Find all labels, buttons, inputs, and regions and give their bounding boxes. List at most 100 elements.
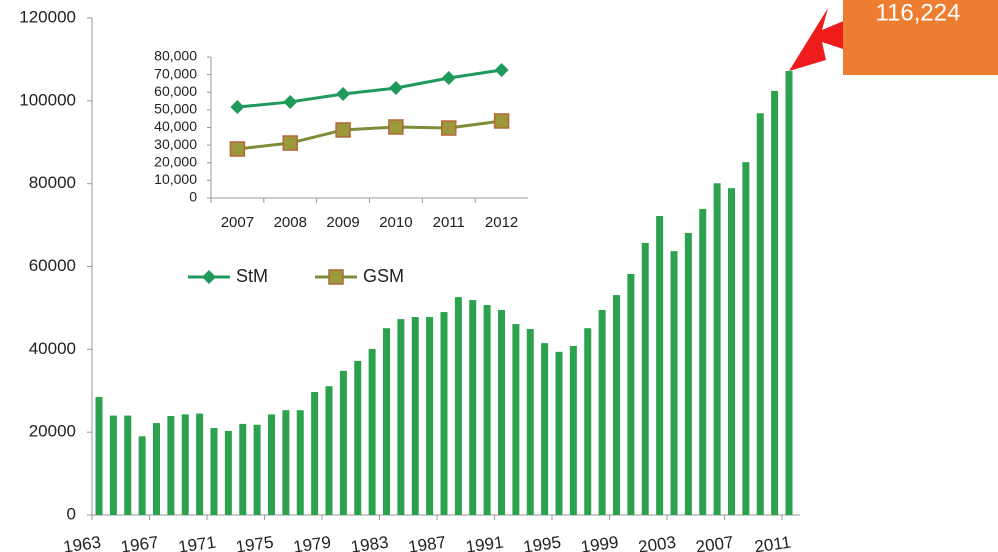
marker xyxy=(493,113,510,129)
bar xyxy=(713,183,721,515)
bar xyxy=(354,360,362,515)
bar xyxy=(339,370,347,515)
marker xyxy=(336,87,351,102)
x-tick-label: 2011 xyxy=(433,214,465,231)
x-tick-label: 2008 xyxy=(274,214,307,231)
bar xyxy=(656,215,664,515)
bar xyxy=(311,391,319,515)
bar xyxy=(469,300,477,515)
bar xyxy=(268,414,275,515)
x-tick-label: 1971 xyxy=(177,533,217,552)
y-tick-label: 100000 xyxy=(19,90,76,109)
x-tick-label: 2010 xyxy=(379,214,412,231)
bar xyxy=(728,188,735,515)
bar xyxy=(282,410,290,515)
x-tick-label: 1991 xyxy=(465,533,505,552)
series-line xyxy=(237,68,502,109)
bar xyxy=(483,305,491,515)
bar xyxy=(440,312,448,515)
y-tick-label: 20,000 xyxy=(154,153,197,169)
bar xyxy=(124,415,132,515)
x-tick-label: 1975 xyxy=(235,533,275,552)
bar xyxy=(541,343,549,515)
marker xyxy=(441,70,456,85)
y-tick-label: 80000 xyxy=(29,173,76,192)
legend-marker xyxy=(328,269,344,285)
bar xyxy=(109,415,117,515)
marker xyxy=(494,63,509,78)
bar xyxy=(426,317,434,515)
marker xyxy=(229,141,246,157)
bar xyxy=(383,328,390,515)
bar xyxy=(613,295,620,515)
bar xyxy=(296,410,304,515)
bar xyxy=(627,273,635,515)
series-line xyxy=(237,119,502,151)
x-tick-label: 2009 xyxy=(326,214,359,231)
bar xyxy=(569,346,577,515)
y-tick-label: 0 xyxy=(189,189,197,205)
bar xyxy=(138,436,146,515)
bar xyxy=(512,324,520,515)
y-tick-label: 40000 xyxy=(29,339,76,358)
annotation-arrow xyxy=(789,8,846,72)
y-tick-label: 20000 xyxy=(29,422,76,441)
x-tick-label: 1979 xyxy=(292,533,332,552)
legend-marker xyxy=(202,270,216,284)
x-tick-label: 2003 xyxy=(637,533,677,552)
marker xyxy=(230,100,245,115)
bar xyxy=(742,162,750,515)
y-tick-label: 60,000 xyxy=(154,83,197,99)
bar xyxy=(771,90,779,515)
bar xyxy=(598,309,606,515)
bar xyxy=(325,386,333,515)
marker xyxy=(388,119,404,135)
bar xyxy=(584,328,592,515)
x-tick-label: 2011 xyxy=(753,533,792,552)
bar xyxy=(684,232,692,515)
bar xyxy=(454,297,462,515)
y-tick-label: 80,000 xyxy=(154,48,197,64)
y-tick-label: 30,000 xyxy=(154,136,197,152)
x-tick-label: 1983 xyxy=(350,533,390,552)
bar xyxy=(153,423,160,515)
bar xyxy=(498,309,505,515)
bar xyxy=(785,71,793,515)
bar xyxy=(167,416,175,515)
annotation-box xyxy=(843,0,998,75)
y-tick-label: 70,000 xyxy=(154,65,197,81)
marker xyxy=(441,120,457,136)
legend-label: StM xyxy=(236,266,268,286)
bar xyxy=(555,351,563,515)
legend-label: GSM xyxy=(363,266,404,286)
marker xyxy=(388,81,403,96)
annotation-label: 116,224 xyxy=(876,0,961,26)
y-tick-label: 120000 xyxy=(19,7,76,26)
y-tick-label: 50,000 xyxy=(154,101,197,117)
bar xyxy=(641,242,649,515)
bar xyxy=(253,424,261,515)
bar xyxy=(95,396,103,515)
bar xyxy=(411,317,419,515)
bar xyxy=(670,251,678,515)
bar xyxy=(196,413,204,515)
y-tick-label: 0 xyxy=(67,504,76,523)
x-tick-label: 2012 xyxy=(485,214,518,231)
bar xyxy=(210,428,218,515)
x-tick-label: 1995 xyxy=(522,533,562,552)
y-tick-label: 10,000 xyxy=(154,171,197,187)
bar xyxy=(756,113,764,515)
bar xyxy=(526,329,534,515)
x-tick-label: 1963 xyxy=(62,533,102,552)
x-tick-label: 1987 xyxy=(407,533,447,552)
y-tick-label: 40,000 xyxy=(154,118,197,134)
y-tick-label: 60000 xyxy=(29,256,76,275)
bar xyxy=(239,423,247,515)
bar xyxy=(224,430,232,515)
x-tick-label: 2007 xyxy=(695,533,735,552)
x-tick-label: 1967 xyxy=(120,533,160,552)
bar xyxy=(397,319,405,515)
bar xyxy=(699,208,707,515)
bar xyxy=(181,414,189,515)
x-tick-label: 1999 xyxy=(580,533,620,552)
